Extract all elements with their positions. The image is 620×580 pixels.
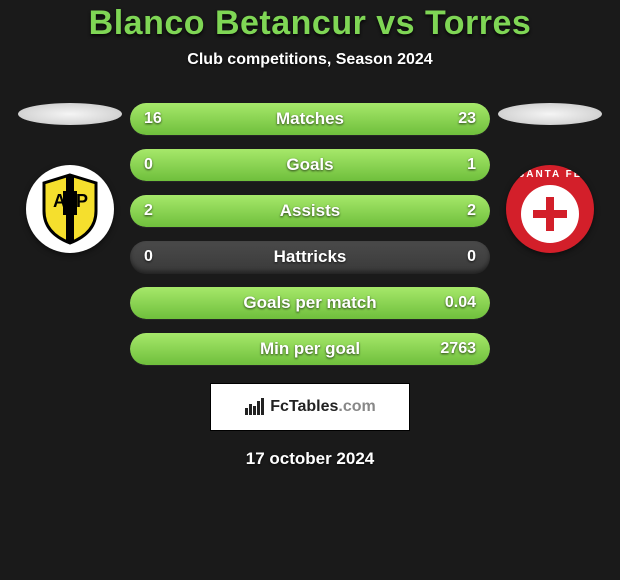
stat-row: Assists22 bbox=[130, 195, 490, 227]
stat-row: Matches1623 bbox=[130, 103, 490, 135]
stat-value-right: 0 bbox=[467, 241, 476, 273]
stat-value-left: 0 bbox=[144, 241, 153, 273]
player-photo-placeholder-right bbox=[498, 103, 602, 125]
bars-icon bbox=[244, 398, 264, 416]
stat-row: Goals per match0.04 bbox=[130, 287, 490, 319]
stat-row: Hattricks0 0 bbox=[130, 241, 490, 273]
compare-area: A P Matches1623 Goals01 Assists22 Hattricks… bbox=[0, 103, 620, 365]
player-photo-placeholder-left bbox=[18, 103, 122, 125]
stat-fill-right bbox=[310, 195, 490, 227]
left-player-side: A P bbox=[10, 103, 130, 253]
page-title: Blanco Betancur vs Torres bbox=[89, 4, 532, 43]
stat-bars: Matches1623 Goals01 Assists22 Hattricks0 0 Go… bbox=[130, 103, 490, 365]
stat-fill-right bbox=[130, 149, 490, 181]
brand-text: FcTables.com bbox=[270, 398, 376, 416]
cross-icon bbox=[533, 197, 567, 231]
stat-row: Goals01 bbox=[130, 149, 490, 181]
left-team-badge[interactable]: A P bbox=[26, 165, 114, 253]
badge-letter-p: P bbox=[76, 191, 88, 211]
right-team-badge[interactable]: SANTA FE bbox=[506, 165, 594, 253]
brand-suffix: .com bbox=[338, 398, 375, 415]
brand-name: FcTables bbox=[270, 398, 338, 415]
stat-fill-right bbox=[130, 333, 490, 365]
stat-fill-left bbox=[130, 103, 278, 135]
page-subtitle: Club competitions, Season 2024 bbox=[187, 51, 432, 69]
date-label: 17 october 2024 bbox=[246, 449, 375, 469]
badge-letter-a: A bbox=[53, 191, 66, 211]
badge-text: SANTA FE bbox=[506, 169, 594, 180]
right-player-side: SANTA FE bbox=[490, 103, 610, 253]
stat-label: Hattricks bbox=[130, 241, 490, 273]
stat-fill-left bbox=[130, 195, 310, 227]
stat-fill-right bbox=[130, 287, 490, 319]
stat-row: Min per goal2763 bbox=[130, 333, 490, 365]
stat-fill-right bbox=[278, 103, 490, 135]
badge-inner-circle bbox=[521, 185, 579, 243]
shield-icon: A P bbox=[40, 173, 100, 245]
brand-link[interactable]: FcTables.com bbox=[210, 383, 410, 431]
comparison-card: Blanco Betancur vs Torres Club competiti… bbox=[0, 0, 620, 580]
